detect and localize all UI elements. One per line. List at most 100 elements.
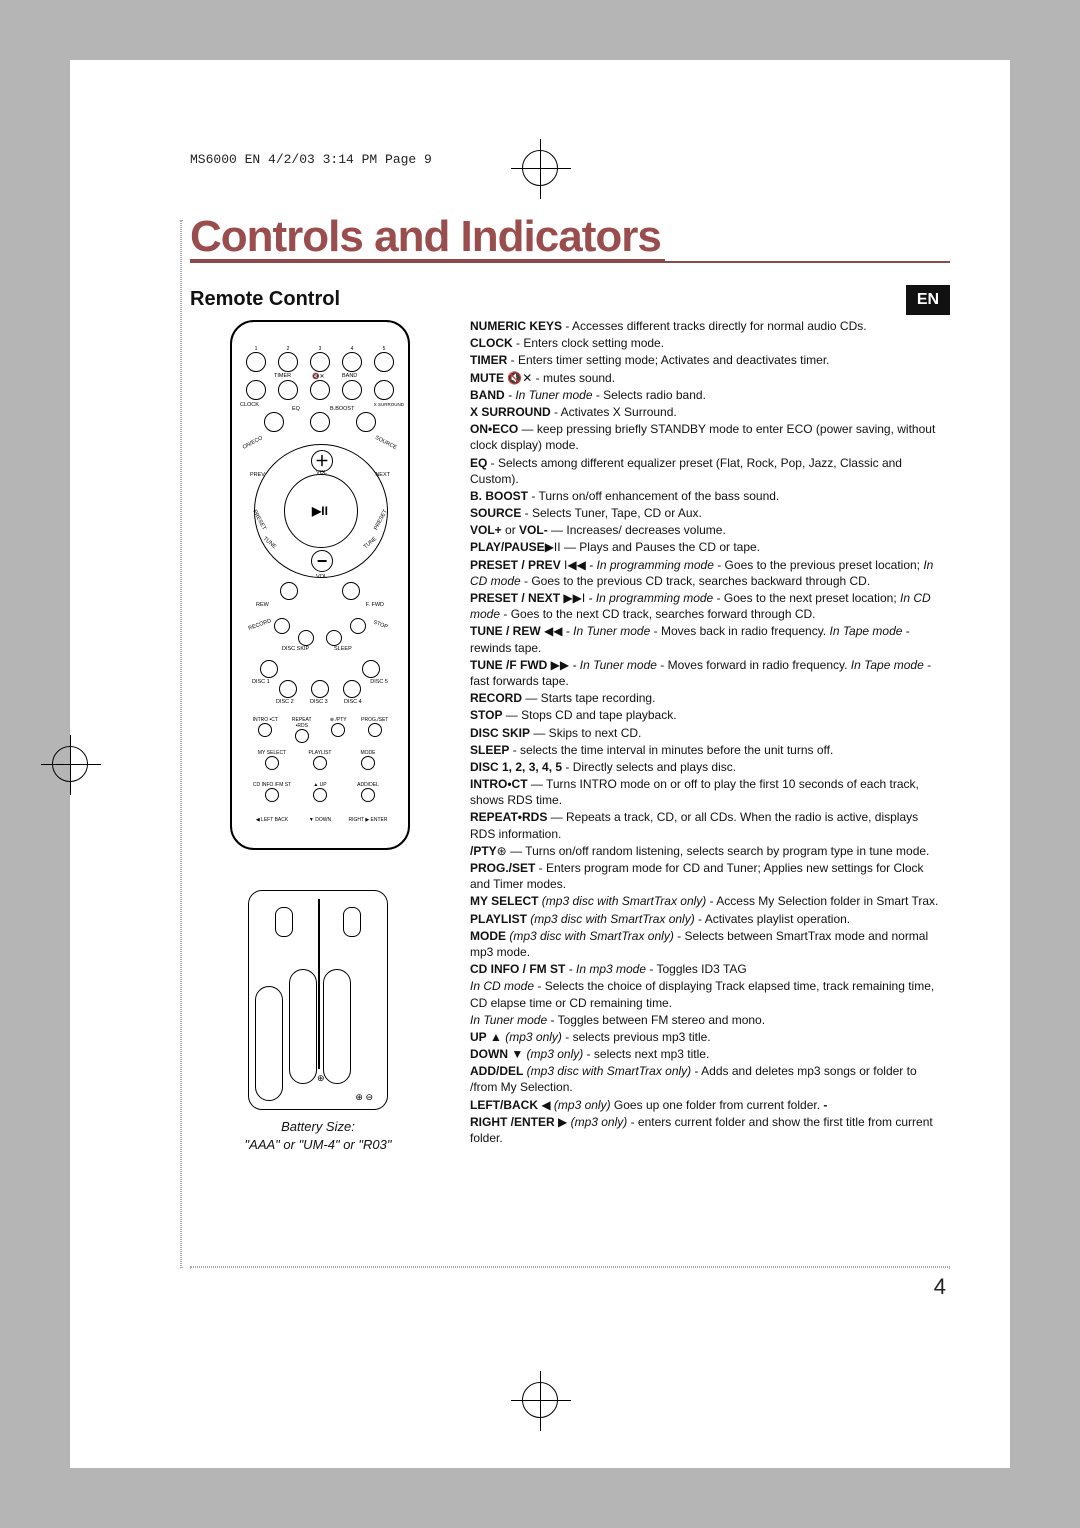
intro-button [258, 723, 272, 737]
description-entry: DOWN ▼ (mp3 only) - selects next mp3 tit… [470, 1046, 942, 1062]
sleep-button [326, 630, 342, 646]
remote-button [264, 412, 284, 432]
remote-body: 1 2 3 4 5 CLOCK TIMER 🔇✕ BAND X SURROUND [230, 320, 410, 850]
battery-title: Battery Size: [218, 1118, 418, 1136]
description-entry: UP ▲ (mp3 only) - selects previous mp3 t… [470, 1029, 942, 1045]
description-entry: DISC SKIP — Skips to next CD. [470, 725, 942, 741]
numeric-key-button [278, 352, 298, 372]
remote-button [310, 380, 330, 400]
description-entry: TUNE / REW ◀◀ - In Tuner mode - Moves ba… [470, 623, 942, 655]
battery-cell-icon [323, 969, 351, 1084]
description-entry: ON•ECO — keep pressing briefly STANDBY m… [470, 421, 942, 453]
description-entry: PRESET / PREV I◀◀ - In programming mode … [470, 557, 942, 589]
description-entry: REPEAT•RDS — Repeats a track, CD, or all… [470, 809, 942, 841]
description-entry: PRESET / NEXT ▶▶I - In programming mode … [470, 590, 942, 622]
btn-label: ON/ECO [242, 435, 264, 450]
description-entry: TIMER - Enters timer setting mode; Activ… [470, 352, 942, 368]
btn-label: CLOCK [240, 402, 259, 408]
description-entry: In Tuner mode - Toggles between FM stere… [470, 1012, 942, 1028]
remote-button [310, 412, 330, 432]
description-entry: PROG./SET - Enters program mode for CD a… [470, 860, 942, 892]
page: MS6000 EN 4/2/03 3:14 PM Page 9 Controls… [70, 60, 1010, 1468]
battery-illustration: ⊕ ⊖ ⊕ Battery Size: "AAA" or "UM-4" or "… [218, 890, 418, 1190]
btn-label: EQ [292, 406, 300, 412]
remote-button [278, 380, 298, 400]
btn-label: ▼ DOWN [298, 817, 342, 823]
pty-button [331, 723, 345, 737]
disc4-button [343, 680, 361, 698]
numeric-key-button [310, 352, 330, 372]
btn-label: B.BOOST [330, 406, 354, 412]
ffwd-button [342, 582, 360, 600]
registration-mark-icon [522, 1382, 558, 1418]
btn-label: ◀ LEFT BACK [250, 817, 294, 823]
btn-label: DISC 2 [276, 699, 294, 705]
btn-label: SOURCE [374, 435, 398, 451]
btn-label: REPEAT •RDS [287, 717, 318, 729]
btn-label: DISC 5 [370, 679, 388, 685]
polarity-icon: ⊕ ⊖ [355, 1092, 373, 1103]
btn-label: PREV [250, 472, 265, 478]
description-entry: PLAY/PAUSE▶II — Plays and Pauses the CD … [470, 539, 942, 555]
disc2-button [279, 680, 297, 698]
battery-cell-icon [255, 986, 283, 1101]
page-number: 4 [934, 1274, 946, 1300]
description-entry: BAND - In Tuner mode - Selects radio ban… [470, 387, 942, 403]
running-header: MS6000 EN 4/2/03 3:14 PM Page 9 [190, 152, 432, 167]
play-pause-icon: ▶II [312, 504, 328, 518]
remote-button [374, 380, 394, 400]
title-text: Controls and Indicators [190, 215, 665, 261]
polarity-icon: ⊕ [317, 1073, 325, 1084]
btn-label: DISC 4 [344, 699, 362, 705]
description-entry: LEFT/BACK ◀ (mp3 only) Goes up one folde… [470, 1097, 942, 1113]
btn-label: RIGHT ▶ ENTER [346, 817, 390, 823]
description-entry: STOP — Stops CD and tape playback. [470, 707, 942, 723]
section-title: Controls and Indicators [190, 215, 950, 263]
dotted-rule [180, 220, 182, 1268]
disc5-button [362, 660, 380, 678]
subsection-title: Remote Control [190, 288, 340, 311]
playlist-button [313, 756, 327, 770]
description-entry: MUTE 🔇✕ - mutes sound. [470, 370, 942, 386]
description-entry: In CD mode - Selects the choice of displ… [470, 978, 942, 1010]
description-entry: B. BOOST - Turns on/off enhancement of t… [470, 488, 942, 504]
progset-button [368, 723, 382, 737]
btn-label: REW [256, 602, 269, 608]
btn-label: INTRO •CT [250, 717, 281, 723]
description-column: NUMERIC KEYS - Accesses different tracks… [470, 318, 942, 1147]
up-button [313, 788, 327, 802]
btn-label: CD INFO /FM ST [250, 782, 294, 788]
description-entry: TUNE /F FWD ▶▶ - In Tuner mode - Moves f… [470, 657, 942, 689]
btn-label: NEXT [375, 472, 390, 478]
discskip-button [298, 630, 314, 646]
battery-cap-icon [275, 907, 293, 937]
description-entry: NUMERIC KEYS - Accesses different tracks… [470, 318, 942, 334]
numeric-key-button [246, 352, 266, 372]
description-entry: SLEEP - selects the time interval in min… [470, 742, 942, 758]
disc3-button [311, 680, 329, 698]
btn-label: VOL [316, 574, 327, 580]
description-entry: CLOCK - Enters clock setting mode. [470, 335, 942, 351]
btn-label: SLEEP [334, 646, 352, 652]
description-entry: X SURROUND - Activates X Surround. [470, 404, 942, 420]
btn-label: ADD/DEL [346, 782, 390, 788]
description-entry: PLAYLIST (mp3 disc with SmartTrax only) … [470, 911, 942, 927]
dotted-rule [190, 1266, 950, 1268]
remote-button [246, 380, 266, 400]
btn-label: PROG./SET [360, 717, 391, 723]
remote-button [356, 412, 376, 432]
btn-label: PLAYLIST [298, 750, 342, 756]
btn-label: VOL [316, 470, 327, 476]
btn-label: X SURROUND [374, 402, 404, 407]
description-entry: RECORD — Starts tape recording. [470, 690, 942, 706]
battery-cap-icon [343, 907, 361, 937]
remote-illustration: 1 2 3 4 5 CLOCK TIMER 🔇✕ BAND X SURROUND [220, 320, 420, 865]
description-entry: VOL+ or VOL- — Increases/ decreases volu… [470, 522, 942, 538]
numeric-key-button [342, 352, 362, 372]
description-entry: MODE (mp3 disc with SmartTrax only) - Se… [470, 928, 942, 960]
description-entry: ADD/DEL (mp3 disc with SmartTrax only) -… [470, 1063, 942, 1095]
battery-spec: "AAA" or "UM-4" or "R03" [218, 1136, 418, 1154]
btn-label: MY SELECT [250, 750, 294, 756]
description-entry: /PTY⊛ — Turns on/off random listening, s… [470, 843, 942, 859]
description-entry: EQ - Selects among different equalizer p… [470, 455, 942, 487]
